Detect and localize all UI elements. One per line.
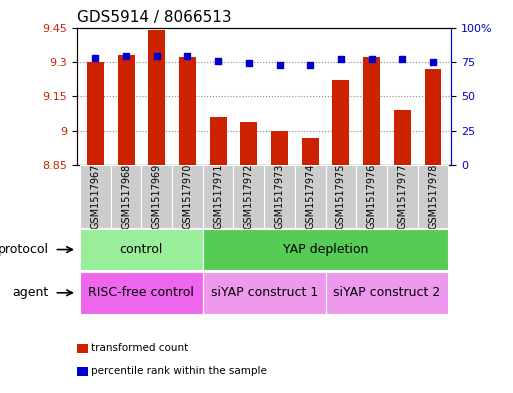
Text: transformed count: transformed count bbox=[91, 343, 189, 353]
Bar bbox=[172, 165, 203, 228]
Bar bbox=[418, 165, 448, 228]
Bar bbox=[363, 57, 380, 165]
Bar bbox=[111, 165, 142, 228]
Bar bbox=[425, 69, 442, 165]
Text: siYAP construct 1: siYAP construct 1 bbox=[210, 286, 318, 299]
Bar bbox=[241, 121, 258, 165]
Bar bbox=[302, 138, 319, 165]
Point bbox=[245, 60, 253, 66]
Text: GSM1517972: GSM1517972 bbox=[244, 164, 254, 229]
Point bbox=[337, 56, 345, 62]
Text: GSM1517969: GSM1517969 bbox=[152, 164, 162, 229]
Text: GSM1517976: GSM1517976 bbox=[367, 164, 377, 229]
Text: GSM1517973: GSM1517973 bbox=[274, 164, 285, 229]
Text: GSM1517978: GSM1517978 bbox=[428, 164, 438, 229]
Bar bbox=[387, 165, 418, 228]
Bar bbox=[179, 57, 196, 165]
Bar bbox=[148, 30, 165, 165]
Text: GSM1517971: GSM1517971 bbox=[213, 164, 223, 229]
Text: YAP depletion: YAP depletion bbox=[283, 243, 368, 256]
Bar bbox=[80, 229, 203, 270]
Bar bbox=[394, 110, 411, 165]
Bar bbox=[233, 165, 264, 228]
Text: GSM1517974: GSM1517974 bbox=[305, 164, 315, 229]
Point bbox=[398, 56, 406, 62]
Text: GSM1517977: GSM1517977 bbox=[398, 164, 407, 229]
Text: RISC-free control: RISC-free control bbox=[88, 286, 194, 299]
Text: control: control bbox=[120, 243, 163, 256]
Bar bbox=[203, 272, 326, 314]
Point bbox=[306, 61, 314, 68]
Bar bbox=[332, 80, 349, 165]
Point bbox=[183, 53, 191, 59]
Bar bbox=[295, 165, 326, 228]
Text: agent: agent bbox=[13, 286, 49, 299]
Bar bbox=[80, 272, 203, 314]
Point bbox=[429, 59, 437, 65]
Bar bbox=[117, 55, 134, 165]
Point bbox=[367, 56, 376, 62]
Bar bbox=[203, 229, 448, 270]
Text: percentile rank within the sample: percentile rank within the sample bbox=[91, 366, 267, 376]
Bar bbox=[264, 165, 295, 228]
Text: GSM1517970: GSM1517970 bbox=[183, 164, 192, 229]
Text: GDS5914 / 8066513: GDS5914 / 8066513 bbox=[77, 10, 231, 25]
Bar bbox=[326, 272, 448, 314]
Bar bbox=[326, 165, 357, 228]
Text: GSM1517968: GSM1517968 bbox=[121, 164, 131, 229]
Bar bbox=[87, 62, 104, 165]
Bar bbox=[210, 117, 227, 165]
Text: GSM1517975: GSM1517975 bbox=[336, 164, 346, 229]
Bar bbox=[142, 165, 172, 228]
Point bbox=[91, 55, 100, 61]
Point bbox=[275, 61, 284, 68]
Bar bbox=[80, 165, 111, 228]
Point bbox=[122, 53, 130, 59]
Bar bbox=[271, 130, 288, 165]
Text: protocol: protocol bbox=[0, 243, 49, 256]
Point bbox=[153, 53, 161, 59]
Bar bbox=[203, 165, 233, 228]
Text: GSM1517967: GSM1517967 bbox=[90, 164, 101, 229]
Text: siYAP construct 2: siYAP construct 2 bbox=[333, 286, 441, 299]
Point bbox=[214, 57, 222, 64]
Bar bbox=[357, 165, 387, 228]
